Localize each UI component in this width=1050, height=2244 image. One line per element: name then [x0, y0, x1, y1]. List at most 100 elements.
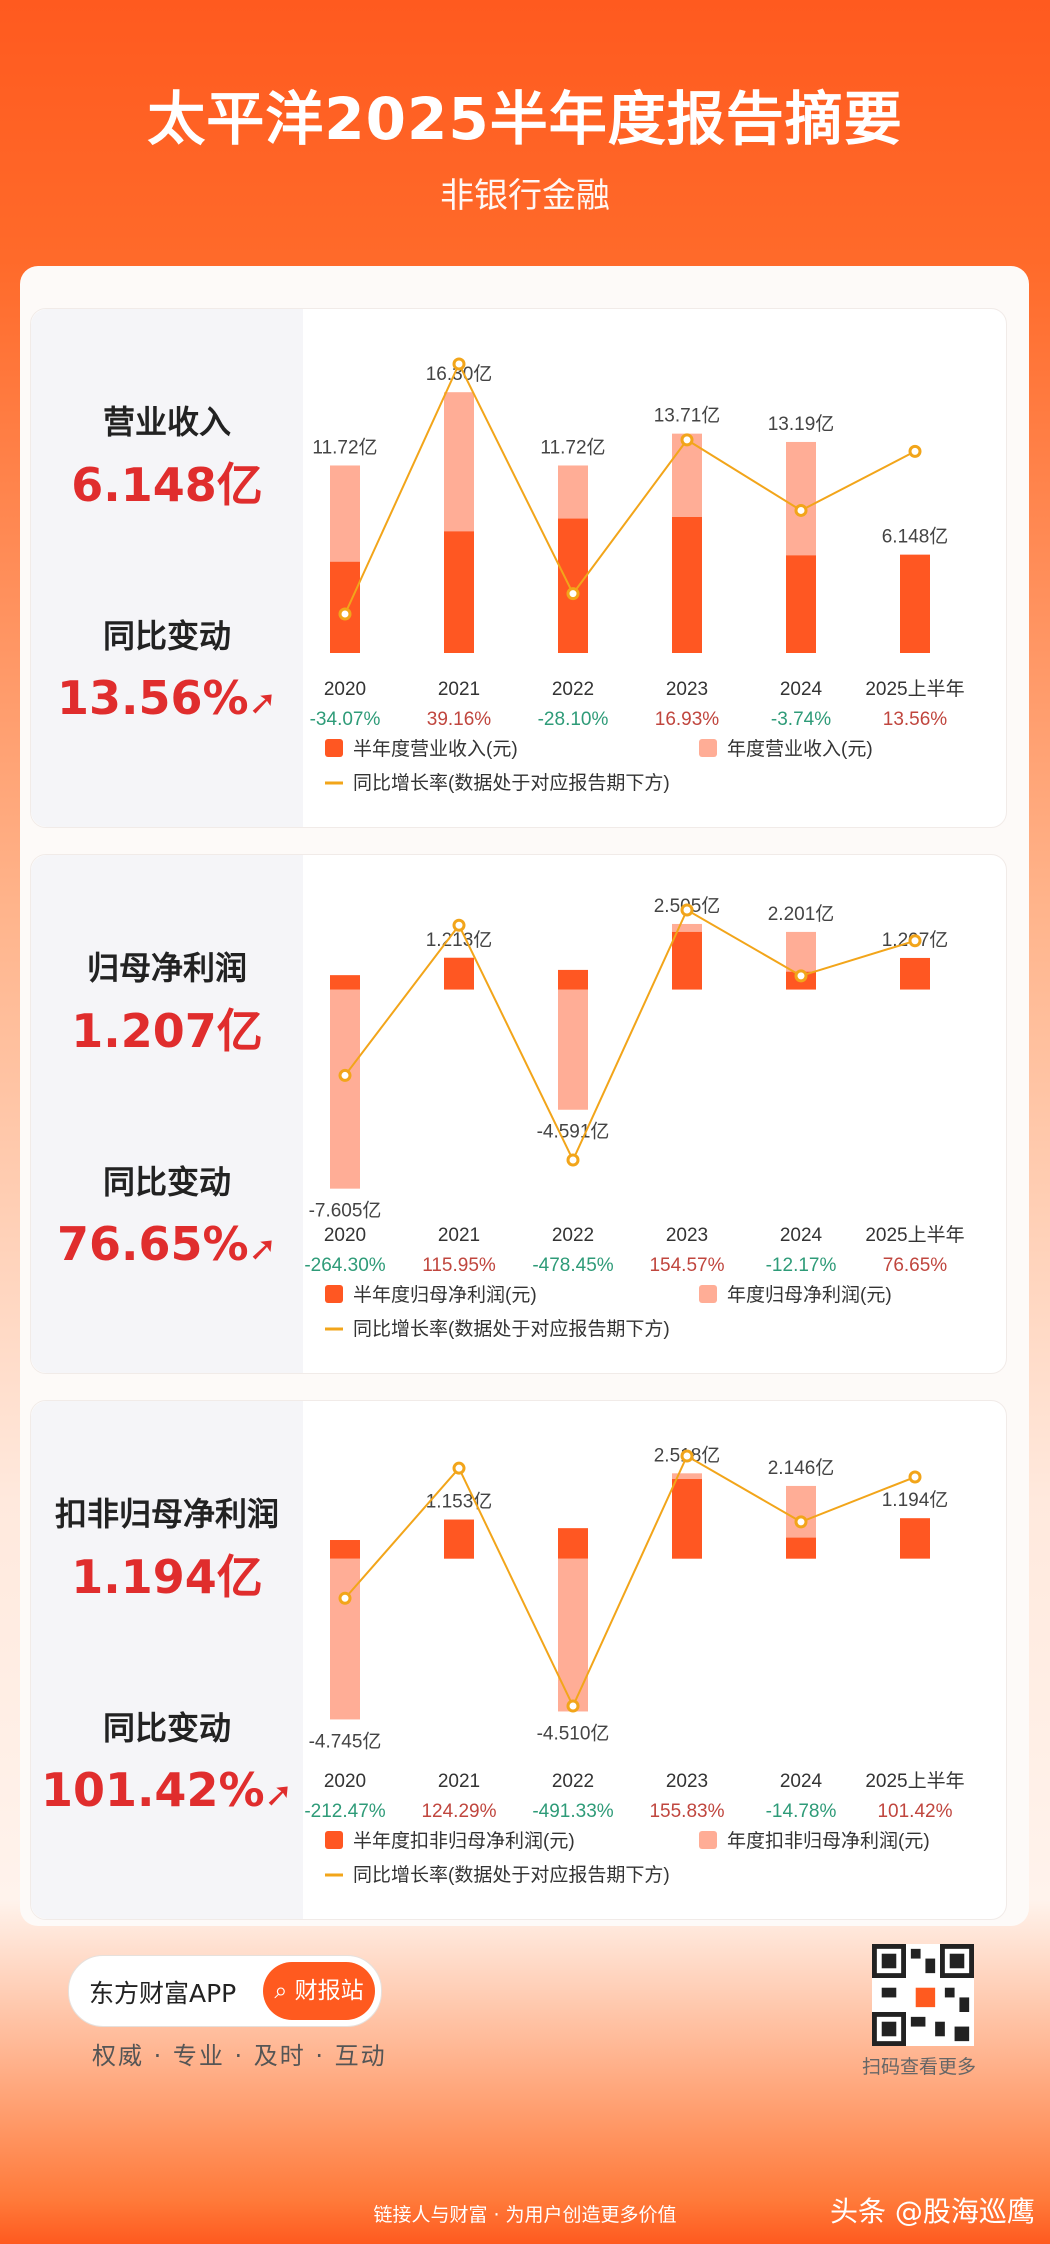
legend-label-growth: 同比增长率(数据处于对应报告期下方) — [353, 772, 670, 794]
revenue-section: 营业收入 6.148亿 同比变动 13.56%➚ 11.72亿 2020 -34.0… — [30, 308, 1007, 828]
metric-label: 归母净利润 — [86, 949, 247, 987]
growth-point — [566, 1699, 580, 1713]
metric-value: 1.207亿 — [71, 1004, 263, 1058]
growth-label: 101.42% — [877, 1801, 952, 1822]
data-label: 16.30亿 — [426, 363, 493, 385]
growth-point — [566, 587, 580, 601]
change-value: 101.42% — [40, 1763, 265, 1817]
half-year-bar — [900, 957, 930, 990]
qr-code-icon[interactable] — [872, 1944, 974, 2046]
page-subtitle: 非银行金融 — [440, 176, 610, 216]
half-year-bar — [900, 1518, 930, 1559]
growth-label: 155.83% — [649, 1801, 724, 1822]
growth-label: -14.78% — [766, 1801, 837, 1822]
change-value-row: 76.65%➚ — [31, 1217, 303, 1271]
change-label: 同比变动 — [102, 1163, 231, 1201]
up-arrow-icon: ➚ — [248, 1229, 278, 1269]
legend-swatch-annual — [699, 1285, 717, 1303]
tick-label: 2024 — [780, 1225, 823, 1246]
tick-label: 2020 — [324, 679, 366, 700]
change-value: 76.65% — [56, 1217, 249, 1271]
half-year-bar — [672, 1479, 702, 1559]
change-value-row: 101.42%➚ — [31, 1763, 303, 1817]
half-year-bar — [672, 931, 702, 990]
tick-label: 2025上半年 — [865, 678, 964, 700]
search-icon: ⌕ — [274, 1978, 288, 2004]
legend-label-annual: 年度营业收入(元) — [727, 738, 873, 760]
growth-label: 76.65% — [883, 1255, 948, 1276]
half-year-bar — [558, 969, 588, 990]
legend-swatch-half-year — [325, 739, 343, 757]
change-label: 同比变动 — [102, 617, 231, 655]
growth-label: 124.29% — [421, 1801, 496, 1822]
legend-swatch-annual — [699, 1831, 717, 1849]
page-title: 太平洋2025半年度报告摘要 — [147, 85, 903, 153]
half-year-bar — [330, 975, 360, 990]
data-label: 13.71亿 — [654, 405, 721, 427]
growth-point — [338, 607, 352, 621]
button-label: 财报站 — [294, 1978, 364, 2004]
growth-point — [452, 918, 466, 932]
deducted-profit-summary: 扣非归母净利润 1.194亿 同比变动 101.42%➚ — [31, 1401, 303, 1919]
data-label: -4.745亿 — [309, 1730, 382, 1752]
metric-value: 6.148亿 — [71, 458, 263, 512]
watermark: 头条 @股海巡鹰 — [830, 2195, 1035, 2228]
half-year-bar — [558, 1528, 588, 1559]
annual-bar — [330, 989, 360, 1189]
tick-label: 2023 — [666, 1771, 708, 1792]
growth-point — [680, 1449, 694, 1463]
metric-label: 营业收入 — [102, 403, 231, 441]
half-year-bar — [900, 554, 930, 653]
growth-line — [344, 908, 916, 1163]
financial-report-button[interactable]: ⌕ 财报站 — [263, 1962, 375, 2020]
half-year-bar — [444, 957, 474, 990]
tick-label: 2022 — [552, 1771, 594, 1792]
growth-point — [566, 1153, 580, 1167]
qr-caption: 扫码查看更多 — [862, 2056, 977, 2078]
data-label: 1.213亿 — [426, 929, 493, 951]
up-arrow-icon: ➚ — [264, 1775, 294, 1815]
half-year-bar — [786, 1537, 816, 1559]
growth-label: -28.10% — [538, 709, 609, 730]
data-label: 11.72亿 — [312, 436, 377, 458]
legend-label-growth: 同比增长率(数据处于对应报告期下方) — [353, 1864, 670, 1886]
data-label: 11.72亿 — [540, 436, 605, 458]
growth-label: 115.95% — [422, 1255, 496, 1276]
annual-bar — [558, 1558, 588, 1712]
tick-label: 2020 — [324, 1225, 366, 1246]
legend-label-half-year: 半年度扣非归母净利润(元) — [353, 1830, 575, 1852]
growth-point — [680, 903, 694, 917]
data-label: 1.153亿 — [426, 1491, 493, 1513]
deducted-profit-section: 扣非归母净利润 1.194亿 同比变动 101.42%➚ -4.745亿 2020… — [30, 1400, 1007, 1920]
tick-label: 2024 — [780, 1771, 823, 1792]
revenue-summary: 营业收入 6.148亿 同比变动 13.56%➚ — [31, 309, 303, 827]
growth-line — [344, 1454, 916, 1709]
tick-label: 2021 — [438, 1771, 480, 1792]
legend-swatch-annual — [699, 739, 717, 757]
data-label: 6.148亿 — [882, 526, 949, 548]
growth-point — [908, 444, 922, 458]
growth-point — [338, 1591, 352, 1605]
app-name: 东方财富APP — [89, 1979, 237, 2008]
data-label: 13.19亿 — [768, 413, 835, 435]
tick-label: 2025上半年 — [865, 1224, 964, 1246]
tick-label: 2021 — [438, 1225, 480, 1246]
metric-value: 1.194亿 — [71, 1550, 263, 1604]
legend-label-half-year: 半年度营业收入(元) — [353, 738, 518, 760]
growth-point — [338, 1068, 352, 1082]
growth-label: 154.57% — [649, 1255, 724, 1276]
legend-label-growth: 同比增长率(数据处于对应报告期下方) — [353, 1318, 670, 1340]
growth-label: -3.74% — [771, 709, 831, 730]
tick-label: 2025上半年 — [865, 1770, 964, 1792]
half-year-bar — [786, 555, 816, 653]
half-year-bar — [444, 1519, 474, 1559]
growth-point — [908, 934, 922, 948]
growth-point — [794, 969, 808, 983]
tick-label: 2020 — [324, 1771, 366, 1792]
growth-point — [794, 1515, 808, 1529]
up-arrow-icon: ➚ — [248, 683, 278, 723]
growth-point — [794, 503, 808, 517]
legend-label-annual: 年度扣非归母净利润(元) — [727, 1830, 930, 1852]
app-badge[interactable]: 东方财富APP ⌕ 财报站 — [68, 1955, 382, 2027]
net-profit-section: 归母净利润 1.207亿 同比变动 76.65%➚ -7.605亿 2020 -26… — [30, 854, 1007, 1374]
